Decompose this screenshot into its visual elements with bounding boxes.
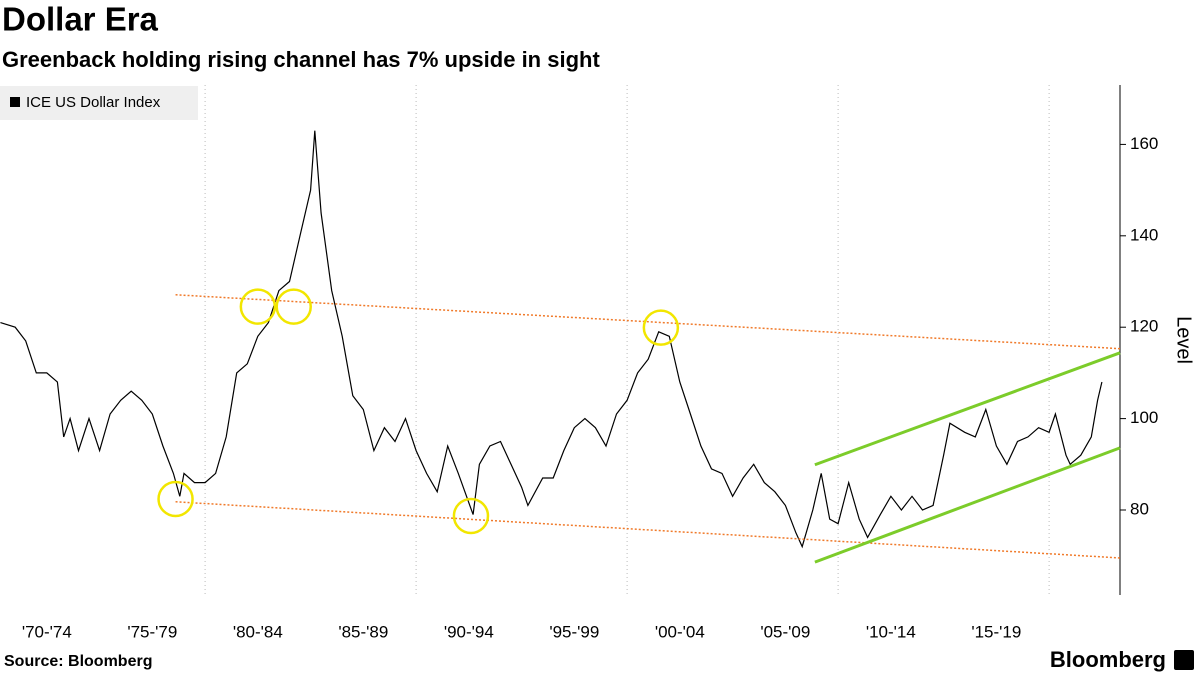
x-tick-label: '80-'84 bbox=[233, 622, 283, 641]
y-tick-label: 100 bbox=[1130, 408, 1158, 427]
x-tick-label: '75-'79 bbox=[127, 622, 177, 641]
data-line bbox=[0, 130, 1103, 549]
highlight-circle bbox=[275, 288, 312, 325]
trend-line bbox=[175, 501, 1121, 559]
x-tick-label: '05-'09 bbox=[760, 622, 810, 641]
highlight-circle bbox=[642, 309, 680, 346]
legend-label: ICE US Dollar Index bbox=[26, 94, 161, 111]
x-tick-label: '70-'74 bbox=[22, 622, 72, 641]
highlight-circle bbox=[239, 288, 277, 325]
x-tick-label: '90-'94 bbox=[444, 622, 494, 641]
x-tick-label: '85-'89 bbox=[338, 622, 388, 641]
y-tick-label: 120 bbox=[1130, 317, 1158, 336]
x-tick-label: '10-'14 bbox=[866, 622, 916, 641]
brand-icon bbox=[1174, 650, 1194, 670]
chart-subtitle: Greenback holding rising channel has 7% … bbox=[2, 47, 600, 72]
trend-line bbox=[814, 446, 1121, 564]
y-axis-label: Level bbox=[1173, 316, 1195, 364]
x-tick-label: '95-'99 bbox=[549, 622, 599, 641]
highlight-circle bbox=[452, 497, 490, 535]
y-tick-label: 80 bbox=[1130, 499, 1149, 518]
trend-line bbox=[175, 294, 1121, 350]
source: Source: Bloomberg bbox=[4, 653, 152, 670]
chart-title: Dollar Era bbox=[2, 1, 159, 38]
y-tick-label: 140 bbox=[1130, 225, 1158, 244]
legend-swatch bbox=[10, 97, 20, 107]
trend-line bbox=[814, 351, 1121, 467]
x-tick-label: '15-'19 bbox=[971, 622, 1021, 641]
y-tick-label: 160 bbox=[1130, 134, 1158, 153]
legend-box bbox=[0, 86, 198, 120]
highlight-circle bbox=[157, 480, 194, 518]
brand: Bloomberg bbox=[1050, 647, 1166, 672]
x-tick-label: '00-'04 bbox=[655, 622, 705, 641]
